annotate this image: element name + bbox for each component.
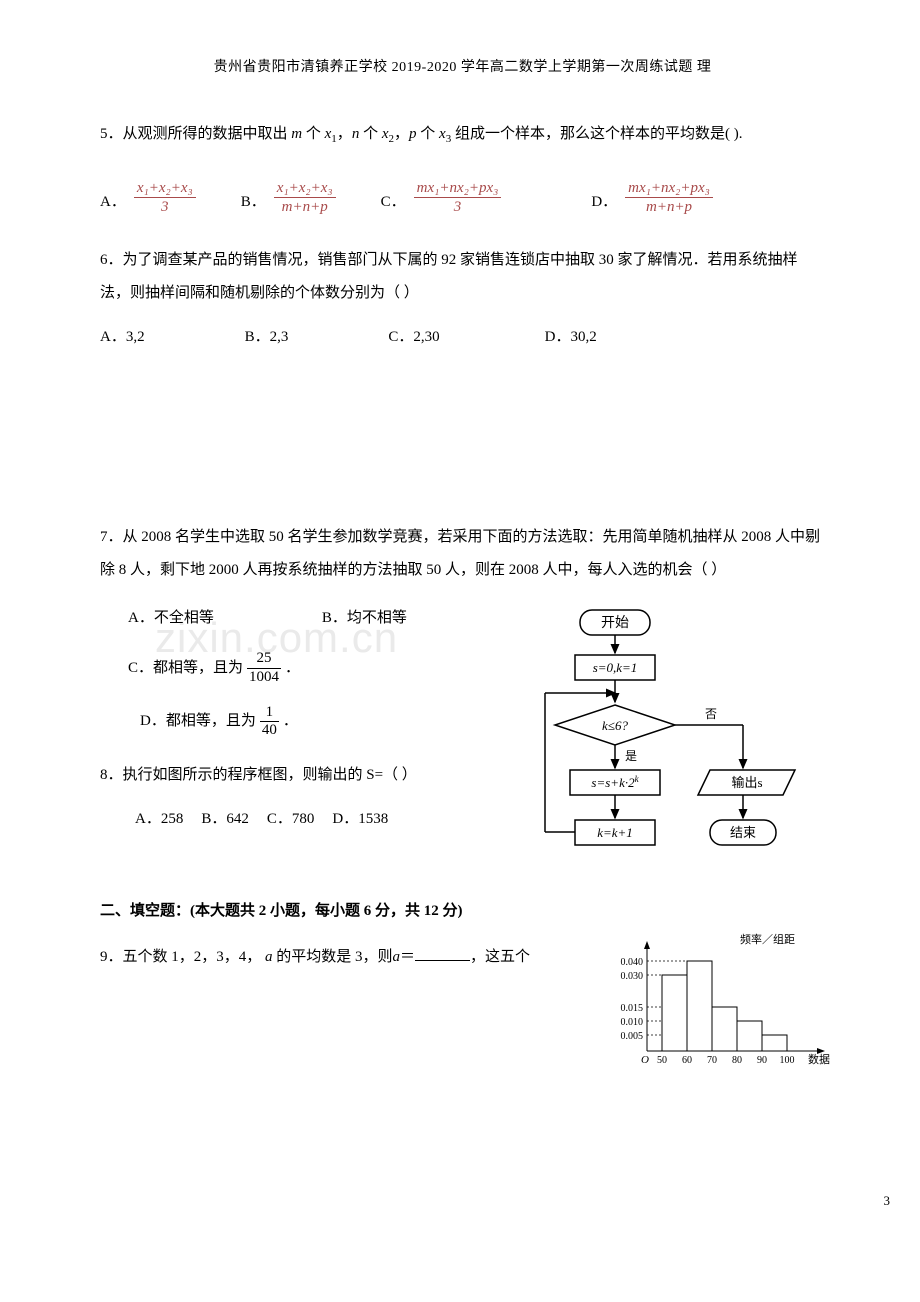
flowchart-diagram: 开始 s=0,k=1 k≤6? 是 否 s=s+k [525,605,825,890]
q8-c: C．780 [267,806,315,833]
hist-xt0: 50 [657,1055,667,1066]
q9-a2: a [393,949,401,965]
q7-c-frac: 25 1004 [247,650,281,686]
q5-options: A． x₁+x₂+x₃3 B． x₁+x₂+x₃m+n+p C． mx₁+nx₂… [100,179,825,216]
q7-d-frac: 140 [260,704,279,740]
q9-suf: ，这五个 [470,949,530,965]
fc-inc: k=k+1 [597,825,633,840]
q9-blank [415,960,470,961]
q6-d: D．30,2 [545,324,597,351]
q5-opt-c: C． mx₁+nx₂+px₃3 [381,179,502,216]
q5-opt-b: B． x₁+x₂+x₃m+n+p [241,179,336,216]
fc-cond: k≤6? [602,718,628,733]
q5-b-num: x₁+x₂+x₃ [274,179,336,197]
hist-xlabel: 数据 [808,1052,830,1066]
fc-no: 否 [705,707,717,721]
q7-c-num: 25 [255,650,274,667]
q5-t3: 个 [417,126,440,142]
hist-yt3: 0.010 [621,1017,644,1028]
q9-text: 9．五个数 1，2，3，4， a 的平均数是 3，则a＝，这五个 [100,941,640,974]
q9-pre: 9．五个数 1，2，3，4， [100,949,265,965]
q5-x2: x [382,126,389,142]
question-5: 5．从观测所得的数据中取出 m 个 x1，n 个 x2，p 个 x3 组成一个样… [100,118,825,216]
q6-a: A．3,2 [100,324,145,351]
q7-b: B．均不相等 [322,605,407,632]
hist-yt2: 0.015 [621,1003,644,1014]
q5-b-label: B． [241,189,266,216]
q7-c-den: 1004 [247,669,281,686]
q8-a: A．258 [135,806,183,833]
hist-yt1: 0.030 [621,971,644,982]
fc-end: 结束 [730,825,756,840]
q7-d-suf: ． [283,708,298,735]
hist-xt4: 90 [757,1055,767,1066]
hist-ylabel: 频率／组距 [740,932,795,946]
fc-yes: 是 [625,749,637,763]
q5-c2: ， [394,126,409,142]
q5-a-den: 3 [158,198,172,216]
q7-c-pre: C．都相等，且为 [128,655,243,682]
q5-c-num: mx₁+nx₂+px₃ [414,179,502,197]
q9-mid: 的平均数是 3，则 [273,949,393,965]
hist-yt4: 0.005 [621,1031,644,1042]
fc-start: 开始 [601,615,629,631]
q5-text: 5．从观测所得的数据中取出 m 个 x1，n 个 x2，p 个 x3 组成一个样… [100,118,825,151]
q5-d-frac: mx₁+nx₂+px₃m+n+p [625,179,713,216]
hist-xt5: 100 [780,1055,795,1066]
hist-xt1: 60 [682,1055,692,1066]
q5-opt-a: A． x₁+x₂+x₃3 [100,179,196,216]
q6-b: B．2,3 [245,324,289,351]
fc-init: s=0,k=1 [593,660,638,675]
q5-prefix: 5．从观测所得的数据中取出 [100,126,291,142]
hist-xt2: 70 [707,1055,717,1066]
page-header: 贵州省贵阳市清镇养正学校 2019-2020 学年高二数学上学期第一次周练试题 … [100,55,825,80]
hist-xt3: 80 [732,1055,742,1066]
q6-options: A．3,2 B．2,3 C．2,30 D．30,2 [100,324,825,351]
q5-a-label: A． [100,189,126,216]
q5-d-num: mx₁+nx₂+px₃ [625,179,713,197]
hist-origin: O [641,1054,649,1066]
q8-d: D．1538 [332,806,388,833]
histogram-chart: 频率／组距 0.040 0.030 0.015 0.010 0.005 [595,931,835,1071]
q8-options: A．258 B．642 C．780 D．1538 [135,806,520,833]
q7-d-num: 1 [264,704,276,721]
fc-output: 输出s [731,775,762,790]
q5-a-frac: x₁+x₂+x₃3 [134,179,196,216]
q5-m: m [291,126,302,142]
q7-a: A．不全相等 [128,605,214,632]
q5-a-num: x₁+x₂+x₃ [134,179,196,197]
q8-text: 8．执行如图所示的程序框图，则输出的 S=（ ） [100,759,520,792]
q5-c1: ， [337,126,352,142]
q5-b-frac: x₁+x₂+x₃m+n+p [274,179,336,216]
q7-d-den: 40 [260,722,279,739]
q5-b-den: m+n+p [279,198,331,216]
q9-a: a [265,949,273,965]
q5-suffix: 组成一个样本，那么这个样本的平均数是( ). [451,126,742,142]
q5-t2: 个 [359,126,382,142]
hist-yt0: 0.040 [621,957,644,968]
q5-c-den: 3 [451,198,465,216]
q8-b: B．642 [201,806,249,833]
section-2-title: 二、填空题：(本大题共 2 小题，每小题 6 分，共 12 分) [100,898,825,925]
q5-opt-d: D． mx₁+nx₂+px₃m+n+p [591,179,713,216]
q7-c-suf: ． [285,655,300,682]
question-7: 7．从 2008 名学生中选取 50 名学生参加数学竞赛，若采用下面的方法选取：… [100,521,825,739]
q5-x3: x [439,126,446,142]
q5-d-den: m+n+p [643,198,695,216]
q5-c-frac: mx₁+nx₂+px₃3 [414,179,502,216]
q5-t1: 个 [302,126,325,142]
q5-p: p [409,126,417,142]
q5-c-label: C． [381,189,406,216]
q9-eq: ＝ [400,949,415,965]
page-number: 3 [884,1189,891,1212]
question-6: 6．为了调查某产品的销售情况，销售部门从下属的 92 家销售连锁店中抽取 30 … [100,244,825,351]
question-8: 8．执行如图所示的程序框图，则输出的 S=（ ） A．258 B．642 C．7… [100,759,520,833]
q6-c: C．2,30 [388,324,439,351]
fc-calc: s=s+k·2k [591,774,639,790]
q6-text: 6．为了调查某产品的销售情况，销售部门从下属的 92 家销售连锁店中抽取 30 … [100,244,825,310]
q5-d-label: D． [591,189,617,216]
q7-d-pre: D．都相等，且为 [140,708,256,735]
question-9: 9．五个数 1，2，3，4， a 的平均数是 3，则a＝，这五个 频率／组距 0… [100,941,825,974]
q7-text: 7．从 2008 名学生中选取 50 名学生参加数学竞赛，若采用下面的方法选取：… [100,521,825,587]
